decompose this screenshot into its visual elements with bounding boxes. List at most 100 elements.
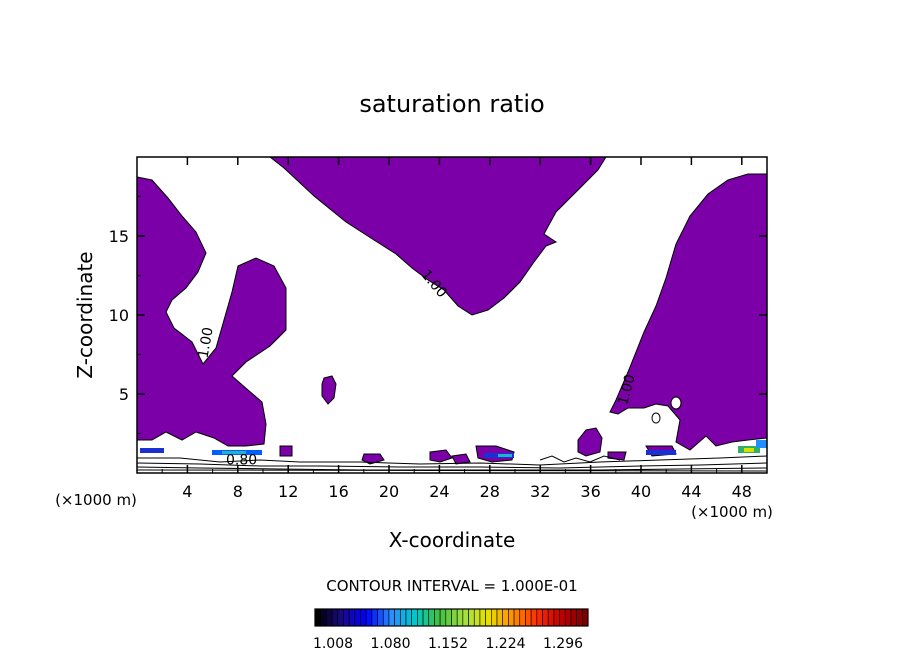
colorbar-cell bbox=[417, 608, 424, 627]
contour-line-4 bbox=[137, 469, 767, 472]
colorbar-cell bbox=[456, 608, 464, 627]
x-tick-label: 28 bbox=[480, 482, 500, 501]
x-tick-label: 44 bbox=[681, 482, 701, 501]
colorbar-cell bbox=[473, 608, 481, 627]
x-tick-label: 32 bbox=[530, 482, 550, 501]
chart-title: saturation ratio bbox=[359, 90, 544, 118]
colorbar-cell bbox=[411, 608, 418, 627]
band-left-teal bbox=[222, 451, 246, 454]
colorbar-cell bbox=[553, 608, 560, 627]
colorbar-tick-label: 1.296 bbox=[543, 636, 583, 652]
x-axis-ticks: 4 8 12 16 20 24 28 32 36 40 44 48 bbox=[161, 157, 752, 501]
y-tick-label: 5 bbox=[119, 385, 129, 404]
x-tick-label: 12 bbox=[278, 482, 298, 501]
colorbar-cell bbox=[360, 608, 367, 627]
moist-pocket-x15 bbox=[321, 375, 337, 405]
colorbar-cell bbox=[576, 608, 583, 627]
colorbar-cell bbox=[371, 608, 378, 627]
colorbar-cell bbox=[394, 608, 401, 627]
high-saturation-bands bbox=[140, 440, 767, 458]
moist-blob-c bbox=[429, 449, 453, 463]
colorbar-frame bbox=[314, 608, 589, 627]
y-tick-label: 15 bbox=[109, 227, 129, 246]
colorbar-cell bbox=[491, 608, 498, 627]
x-tick-label: 36 bbox=[580, 482, 600, 501]
colorbar-cell bbox=[513, 608, 521, 627]
colorbar-cell bbox=[530, 608, 538, 627]
colorbar-cell bbox=[428, 608, 435, 627]
x-unit-label-left: (×1000 m) bbox=[55, 491, 137, 509]
band-mid-cyan bbox=[498, 454, 512, 457]
colorbar-tick-label: 1.008 bbox=[313, 636, 353, 652]
colorbar-cell bbox=[388, 608, 395, 627]
colorbar-cell bbox=[502, 608, 509, 627]
x-unit-label-right: (×1000 m) bbox=[691, 503, 773, 521]
contour-line-1 bbox=[137, 455, 767, 466]
colorbar-cell bbox=[564, 608, 572, 627]
colorbar-cell bbox=[547, 608, 555, 627]
colorbar-cell bbox=[525, 608, 532, 627]
colorbar-cell bbox=[479, 608, 486, 627]
moist-blob-f bbox=[279, 445, 293, 457]
colorbar-cell bbox=[405, 608, 412, 627]
colorbar-tick-label: 1.152 bbox=[428, 636, 468, 652]
y-axis-label: Z-coordinate bbox=[73, 251, 97, 378]
moist-pocket-x37 bbox=[577, 427, 603, 457]
colorbar-cell bbox=[451, 608, 458, 627]
colorbar-cell bbox=[468, 608, 475, 627]
colorbar-cell bbox=[462, 608, 469, 627]
colorbar-cell bbox=[496, 608, 503, 627]
contour-label: 1.00 bbox=[615, 373, 639, 407]
subsaturated-holes bbox=[651, 396, 682, 424]
x-tick-label: 20 bbox=[379, 482, 399, 501]
colorbar-cell bbox=[343, 608, 350, 627]
contour-interval-note: CONTOUR INTERVAL = 1.000E-01 bbox=[326, 577, 577, 595]
x-tick-label: 4 bbox=[182, 482, 192, 501]
colorbar-cell bbox=[519, 608, 526, 627]
band-left-blue bbox=[140, 448, 164, 453]
colorbar-cell bbox=[582, 608, 589, 627]
y-tick-label: 10 bbox=[109, 306, 129, 325]
y-axis-ticks: 5 10 15 bbox=[109, 196, 767, 434]
contour-labels: 1.001.001.000.80 bbox=[196, 267, 639, 468]
moist-blob-d bbox=[451, 453, 471, 465]
x-tick-label: 40 bbox=[631, 482, 651, 501]
colorbar-cell bbox=[354, 608, 361, 627]
band-right-cyan bbox=[756, 440, 767, 448]
colorbar bbox=[314, 608, 589, 627]
x-tick-label: 8 bbox=[233, 482, 243, 501]
colorbar-cell bbox=[382, 608, 390, 627]
moist-blob-b bbox=[361, 453, 385, 465]
colorbar-cell bbox=[314, 608, 321, 627]
colorbar-cell bbox=[559, 608, 566, 627]
band-right-yellow bbox=[744, 448, 754, 452]
contour-label: 1.00 bbox=[196, 326, 217, 359]
colorbar-cell bbox=[320, 608, 327, 627]
colorbar-cell bbox=[508, 608, 515, 627]
colorbar-cell bbox=[326, 608, 333, 627]
colorbar-cell bbox=[542, 608, 549, 627]
contour-line-5 bbox=[539, 455, 621, 463]
colorbar-cell bbox=[348, 608, 356, 627]
x-tick-label: 48 bbox=[732, 482, 752, 501]
colorbar-cell bbox=[422, 608, 430, 627]
colorbar-cell bbox=[365, 608, 373, 627]
contour-label: 0.80 bbox=[226, 452, 257, 468]
colorbar-cell bbox=[570, 608, 577, 627]
colorbar-cell bbox=[377, 608, 384, 627]
band-right-blue bbox=[646, 450, 676, 455]
colorbar-cell bbox=[445, 608, 452, 627]
colorbar-cell bbox=[400, 608, 407, 627]
supersaturated-region-left bbox=[137, 176, 287, 447]
colorbar-cell bbox=[439, 608, 447, 627]
x-tick-label: 16 bbox=[328, 482, 348, 501]
supersaturated-region-right bbox=[609, 173, 767, 451]
colorbar-cell bbox=[434, 608, 441, 627]
supersaturated-region-top bbox=[269, 157, 607, 316]
colorbar-tick-label: 1.080 bbox=[370, 636, 410, 652]
colorbar-tick-labels: 1.008 1.080 1.152 1.224 1.296 bbox=[313, 636, 583, 652]
saturation-fill-regions bbox=[137, 157, 767, 465]
x-axis-label: X-coordinate bbox=[389, 528, 516, 552]
colorbar-cell bbox=[485, 608, 492, 627]
